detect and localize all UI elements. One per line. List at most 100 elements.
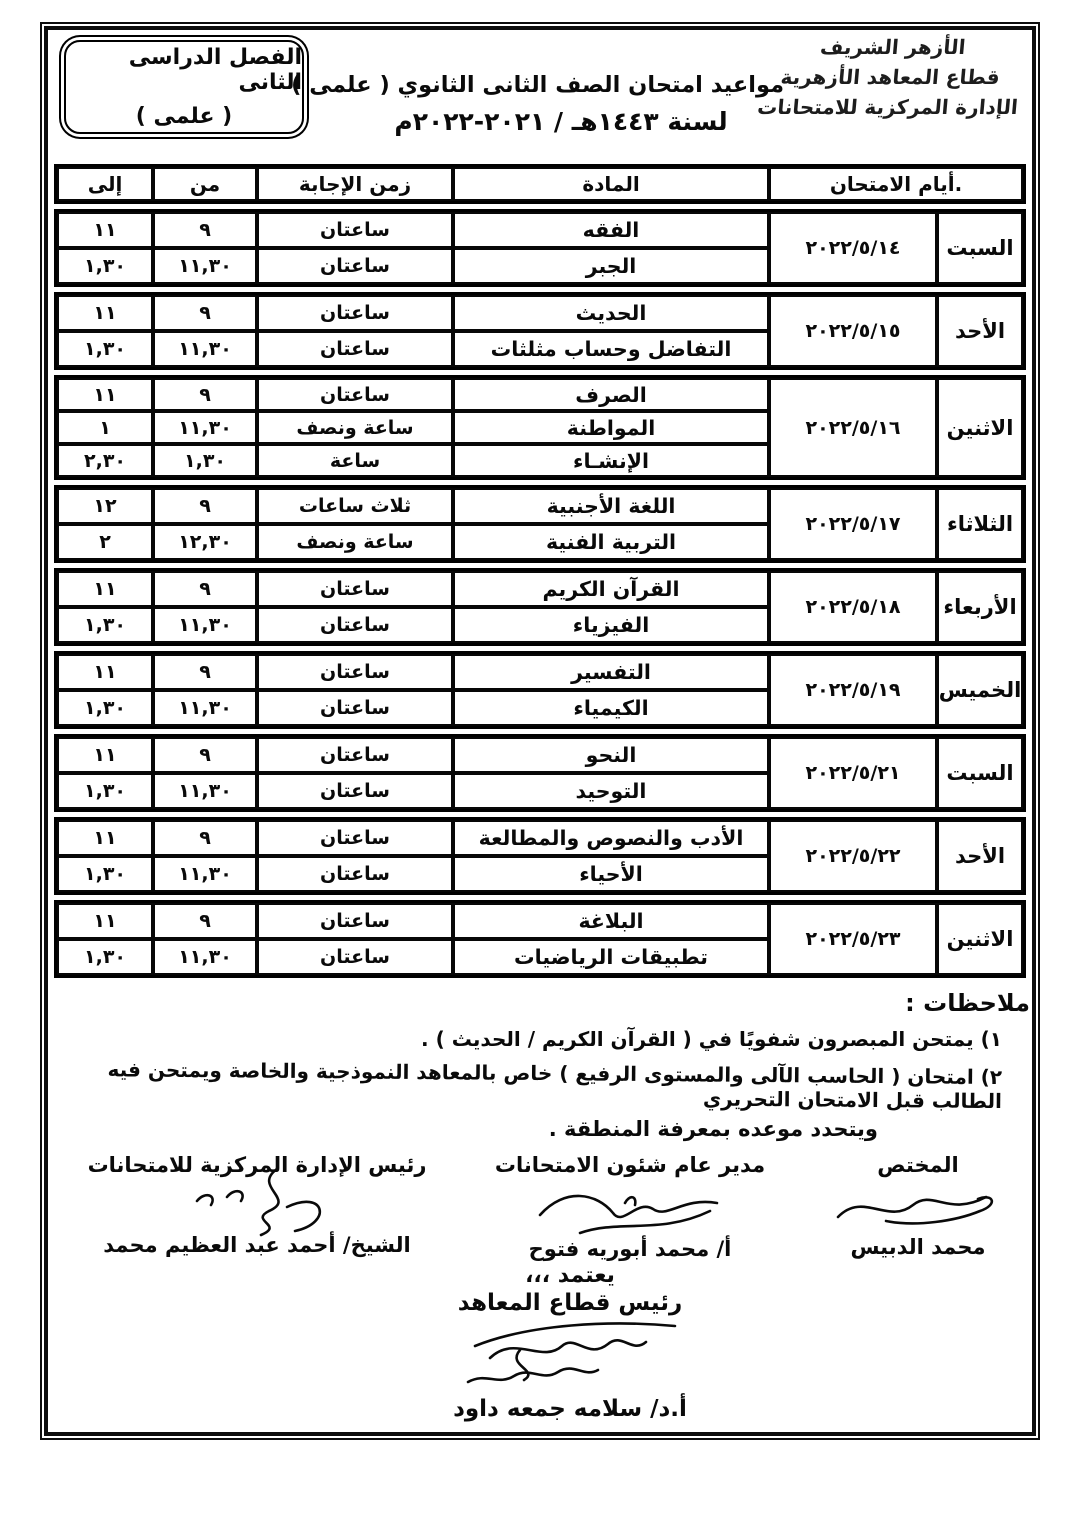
- to-time-cell: ١,٣٠: [57, 690, 153, 726]
- subject-cell: النحو: [453, 737, 769, 773]
- specialist-name: محمد الدبيس: [850, 1235, 986, 1259]
- duration-cell: ساعة: [257, 444, 453, 477]
- duration-cell: ساعة ونصف: [257, 524, 453, 560]
- exam-date: ٢٠٢٢/٥/١٨: [769, 571, 937, 643]
- semester-box: الفصل الدراسى الثانى ( علمى ): [64, 40, 304, 134]
- exam-date: ٢٠٢٢/٥/١٩: [769, 654, 937, 726]
- specialist-signature-icon: [836, 1195, 994, 1225]
- chief-name: الشيخ/ أحمد عبد العظيم محمد: [103, 1233, 411, 1257]
- subject-cell: الحديث: [453, 295, 769, 331]
- to-time-cell: ١,٣٠: [57, 248, 153, 284]
- exam-schedule-table: .أيام الامتحان المادة زمن الإجابة من إلى…: [48, 164, 1032, 978]
- duration-cell: ساعة ونصف: [257, 411, 453, 444]
- note-item-1: ١) يمتحن المبصرون شفويًا في ( القرآن الك…: [421, 1027, 1002, 1051]
- from-time-cell: ٩: [153, 903, 257, 939]
- signature-chief: رئيس الإدارة المركزية للامتحانات الشيخ/ …: [72, 1153, 442, 1261]
- to-time-cell: ١١: [57, 571, 153, 607]
- day-name: الأحد: [937, 295, 1023, 367]
- semester-line-1: الفصل الدراسى الثانى: [128, 45, 302, 95]
- to-time-cell: ١١: [57, 737, 153, 773]
- from-time-cell: ٩: [153, 378, 257, 411]
- duration-cell: ساعتان: [257, 820, 453, 856]
- day-name: الأحد: [937, 820, 1023, 892]
- approval-signature-icon: [466, 1322, 677, 1384]
- subject-cell: الأدب والنصوص والمطالعة: [453, 820, 769, 856]
- from-time-cell: ١١,٣٠: [153, 856, 257, 892]
- table-row: الثلاثاء ٢٠٢٢/٥/١٧ اللغة الأجنبية ثلاث س…: [54, 485, 1026, 563]
- to-time-cell: ١١: [57, 903, 153, 939]
- director-title: مدير عام شئون الامتحانات: [494, 1153, 766, 1177]
- from-time-cell: ١٢,٣٠: [153, 524, 257, 560]
- duration-cell: ساعتان: [257, 654, 453, 690]
- signatures-row: المختص محمد الدبيس مدير عام شئون الامتحا…: [72, 1153, 1018, 1261]
- duration-cell: ساعتان: [257, 212, 453, 248]
- to-time-cell: ١,٣٠: [57, 939, 153, 975]
- from-time-cell: ٩: [153, 737, 257, 773]
- duration-cell: ساعتان: [257, 939, 453, 975]
- table-row: الأحد ٢٠٢٢/٥/١٥ الحديث ساعتان ٩ ١١ التفا…: [54, 292, 1026, 370]
- director-name: أ/ محمد أبوريه فتوح: [528, 1237, 732, 1261]
- from-time-cell: ١١,٣٠: [153, 331, 257, 367]
- note-item-2-continuation: ويتحدد موعده بمعرفة المنطقة .: [548, 1117, 878, 1141]
- document-header: الأزهر الشريف قطاع المعاهد الأزهرية الإد…: [48, 30, 1032, 164]
- subject-cell: الجبر: [453, 248, 769, 284]
- exam-date: ٢٠٢٢/٥/١٦: [769, 378, 937, 477]
- semester-line-2: ( علمى ): [135, 104, 233, 129]
- from-time-cell: ٩: [153, 820, 257, 856]
- duration-cell: ساعتان: [257, 295, 453, 331]
- document-title: مواعيد امتحان الصف الثانى الثانوي ( علمى…: [291, 72, 784, 136]
- signature-specialist: المختص محمد الدبيس: [818, 1153, 1018, 1261]
- approval-word: يعتمد ،،،: [525, 1263, 615, 1288]
- notes-heading: ملاحظات :: [905, 989, 1030, 1017]
- to-time-cell: ١: [57, 411, 153, 444]
- to-time-cell: ١١: [57, 212, 153, 248]
- from-time-cell: ٩: [153, 295, 257, 331]
- to-time-cell: ١١: [57, 654, 153, 690]
- exam-date: ٢٠٢٢/٥/١٤: [769, 212, 937, 284]
- from-time-cell: ٩: [153, 212, 257, 248]
- subject-cell: التربية الفنية: [453, 524, 769, 560]
- to-time-cell: ١١: [57, 820, 153, 856]
- day-name: السبت: [937, 212, 1023, 284]
- table-row: السبت ٢٠٢٢/٥/٢١ النحو ساعتان ٩ ١١ التوحي…: [54, 734, 1026, 812]
- to-time-cell: ١١: [57, 378, 153, 411]
- subject-cell: اللغة الأجنبية: [453, 488, 769, 524]
- header-duration: زمن الإجابة: [257, 167, 453, 201]
- table-row: الأربعاء ٢٠٢٢/٥/١٨ القرآن الكريم ساعتان …: [54, 568, 1026, 646]
- duration-cell: ساعتان: [257, 571, 453, 607]
- org-line-2: قطاع المعاهد الأزهرية: [779, 65, 1001, 89]
- approval-name: أ.د/ سلامه جمعه داود: [453, 1396, 687, 1422]
- exam-date: ٢٠٢٢/٥/٢٢: [769, 820, 937, 892]
- from-time-cell: ١١,٣٠: [153, 690, 257, 726]
- approval-title: رئيس قطاع المعاهد: [457, 1290, 683, 1316]
- title-line-1: مواعيد امتحان الصف الثانى الثانوي ( علمى…: [291, 72, 784, 98]
- organization-block: الأزهر الشريف قطاع المعاهد الأزهرية الإد…: [756, 32, 1024, 122]
- day-name: الخميس: [937, 654, 1023, 726]
- subject-cell: المواطنة: [453, 411, 769, 444]
- subject-cell: الأحياء: [453, 856, 769, 892]
- specialist-title: المختص: [877, 1153, 959, 1177]
- subject-cell: البلاغة: [453, 903, 769, 939]
- duration-cell: ساعتان: [257, 331, 453, 367]
- to-time-cell: ٢,٣٠: [57, 444, 153, 477]
- header-subject: المادة: [453, 167, 769, 201]
- to-time-cell: ١,٣٠: [57, 331, 153, 367]
- table-row: الاثنين ٢٠٢٢/٥/١٦ الصرف ساعتان ٩ ١١ المو…: [54, 375, 1026, 480]
- table-header-row: .أيام الامتحان المادة زمن الإجابة من إلى: [54, 164, 1026, 204]
- subject-cell: التفاضل وحساب مثلثات: [453, 331, 769, 367]
- header-to: إلى: [57, 167, 153, 201]
- duration-cell: ساعتان: [257, 378, 453, 411]
- subject-cell: الفيزياء: [453, 607, 769, 643]
- day-name: السبت: [937, 737, 1023, 809]
- director-signature-icon: [538, 1194, 719, 1235]
- exam-date: ٢٠٢٢/٥/١٥: [769, 295, 937, 367]
- subject-cell: تطبيقات الرياضيات: [453, 939, 769, 975]
- org-line-3: الإدارة المركزية للامتحانات: [755, 95, 1019, 119]
- to-time-cell: ١١: [57, 295, 153, 331]
- to-time-cell: ١,٣٠: [57, 856, 153, 892]
- from-time-cell: ١,٣٠: [153, 444, 257, 477]
- exam-date: ٢٠٢٢/٥/١٧: [769, 488, 937, 560]
- to-time-cell: ١,٣٠: [57, 607, 153, 643]
- subject-cell: الإنشـاء: [453, 444, 769, 477]
- document-page: الأزهر الشريف قطاع المعاهد الأزهرية الإد…: [40, 22, 1040, 1440]
